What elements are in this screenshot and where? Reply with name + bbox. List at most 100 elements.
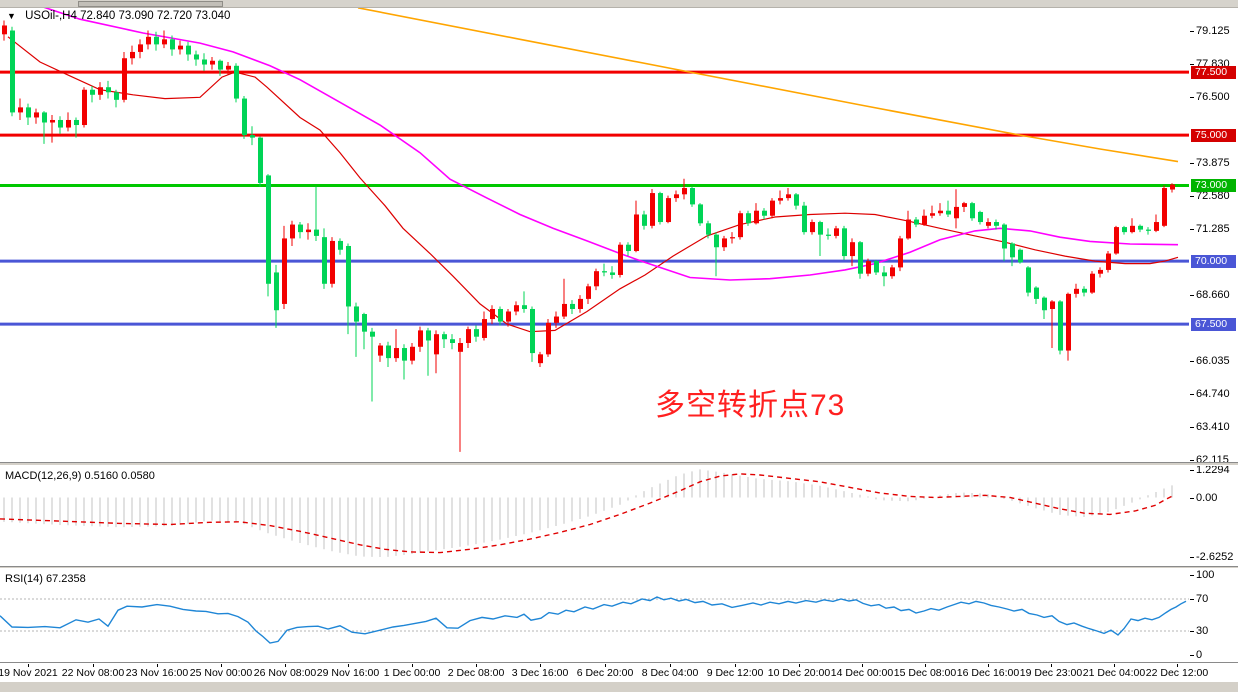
rsi-tick-label: 0 <box>1196 649 1203 661</box>
price-tick-label: 71.285 <box>1196 222 1230 235</box>
time-tick <box>862 664 863 667</box>
macd-pane[interactable]: MACD(12,26,9) 0.5160 0.0580 <box>0 466 1191 566</box>
price-tick <box>1190 459 1194 461</box>
price-tick <box>1190 163 1194 165</box>
price-badge-73.000: 73.000 <box>1191 179 1236 192</box>
price-tick <box>1190 97 1194 99</box>
time-axis-label: 25 Nov 00:00 <box>189 667 253 679</box>
time-tick <box>221 664 222 667</box>
top-toolbar-strip <box>0 0 1238 8</box>
time-axis-label: 19 Nov 2021 <box>0 667 58 679</box>
price-chart-pane[interactable] <box>0 8 1191 462</box>
time-axis-label: 22 Nov 08:00 <box>61 667 125 679</box>
price-tick <box>1190 63 1194 65</box>
time-axis-label: 6 Dec 20:00 <box>576 667 634 679</box>
price-tick-label: 72.580 <box>1196 190 1230 203</box>
price-tick <box>1190 196 1194 198</box>
candles-group <box>2 20 1175 452</box>
macd-tick-label: 0.00 <box>1196 491 1218 504</box>
price-tick-label: 73.875 <box>1196 157 1230 170</box>
rsi-tick <box>1190 631 1194 632</box>
ma-fast-red <box>7 36 1179 333</box>
price-badge-70.000: 70.000 <box>1191 254 1236 268</box>
time-axis-label: 14 Dec 00:00 <box>830 667 894 679</box>
top-splitter-handle[interactable] <box>78 1 223 7</box>
time-tick <box>1177 664 1178 667</box>
rsi-axis[interactable]: 100 70 30 0 <box>1190 569 1238 662</box>
ma-long-orange <box>357 8 1179 163</box>
price-badge-67.500: 67.500 <box>1191 317 1236 331</box>
symbol-period-label: USOil-,H4 <box>25 10 77 22</box>
price-badge-75.000: 75.000 <box>1191 128 1236 142</box>
rsi-tick-label: 70 <box>1196 593 1209 605</box>
pane-separator[interactable] <box>0 566 1238 569</box>
time-tick <box>799 664 800 667</box>
chart-title: ▼ USOil-,H4 72.840 73.090 72.720 73.040 <box>7 10 230 22</box>
ohlc-open: 72.840 <box>80 10 116 22</box>
time-axis-label: 9 Dec 12:00 <box>706 667 764 679</box>
price-tick <box>1190 228 1194 230</box>
time-axis-label: 26 Nov 08:00 <box>253 667 317 679</box>
time-tick <box>28 664 29 667</box>
time-tick <box>1051 664 1052 667</box>
time-axis[interactable]: 19 Nov 2021 22 Nov 08:00 23 Nov 16:00 25 No… <box>0 664 1238 681</box>
time-axis-label: 1 Dec 00:00 <box>383 667 441 679</box>
price-tick <box>1190 393 1194 395</box>
price-tick <box>1190 427 1194 429</box>
time-tick <box>1114 664 1115 667</box>
price-tick-label: 63.410 <box>1196 421 1230 434</box>
time-tick <box>540 664 541 667</box>
time-axis-label: 29 Nov 16:00 <box>316 667 380 679</box>
status-bar <box>0 681 1238 692</box>
macd-tick-label: -2.6252 <box>1196 550 1234 563</box>
price-tick-label: 64.740 <box>1196 387 1230 400</box>
ma-slow-magenta <box>43 8 1179 281</box>
macd-axis[interactable]: 1.2294 0.00 -2.6252 <box>1190 466 1238 566</box>
time-axis-label: 15 Dec 08:00 <box>893 667 957 679</box>
price-badge-77.500: 77.500 <box>1191 65 1236 79</box>
time-tick <box>93 664 94 667</box>
price-axis[interactable]: 79.125 77.830 76.500 73.875 72.580 71.285 68.6… <box>1190 8 1238 462</box>
price-tick-label: 66.035 <box>1196 355 1230 368</box>
time-tick <box>412 664 413 667</box>
price-tick-label: 68.660 <box>1196 288 1230 301</box>
time-axis-label: 22 Dec 12:00 <box>1145 667 1209 679</box>
time-axis-label: 10 Dec 20:00 <box>767 667 831 679</box>
ohlc-close: 73.040 <box>195 10 231 22</box>
macd-tick-label: 1.2294 <box>1196 466 1230 476</box>
time-axis-label: 8 Dec 04:00 <box>641 667 699 679</box>
time-tick <box>285 664 286 667</box>
macd-signal-line <box>0 473 1173 554</box>
time-axis-label: 23 Nov 16:00 <box>125 667 189 679</box>
macd-tick <box>1190 497 1194 499</box>
rsi-tick <box>1190 599 1194 600</box>
rsi-label: RSI(14) 67.2358 <box>5 573 86 585</box>
price-tick <box>1190 361 1194 363</box>
rsi-tick-label: 100 <box>1196 569 1215 581</box>
time-tick <box>348 664 349 667</box>
time-tick <box>157 664 158 667</box>
time-tick <box>735 664 736 667</box>
pane-separator[interactable] <box>0 462 1238 466</box>
rsi-tick <box>1190 655 1194 656</box>
price-tick-label: 79.125 <box>1196 25 1230 38</box>
rsi-pane[interactable]: RSI(14) 67.2358 <box>0 569 1191 662</box>
time-axis-label: 21 Dec 04:00 <box>1082 667 1146 679</box>
ohlc-low: 72.720 <box>156 10 193 22</box>
macd-tick <box>1190 469 1194 471</box>
time-axis-label: 3 Dec 16:00 <box>511 667 569 679</box>
rsi-line <box>0 596 1187 644</box>
time-tick <box>988 664 989 667</box>
time-axis-label: 2 Dec 08:00 <box>447 667 505 679</box>
time-tick <box>670 664 671 667</box>
annotation-text: 多空转折点73 <box>655 389 846 422</box>
time-axis-label: 19 Dec 23:00 <box>1019 667 1083 679</box>
time-tick <box>925 664 926 667</box>
macd-label: MACD(12,26,9) 0.5160 0.0580 <box>5 470 155 482</box>
pane-separator <box>0 662 1238 664</box>
price-tick-label: 62.115 <box>1196 453 1229 462</box>
time-tick <box>476 664 477 667</box>
symbol-dropdown-icon[interactable]: ▼ <box>7 11 16 21</box>
time-tick <box>605 664 606 667</box>
